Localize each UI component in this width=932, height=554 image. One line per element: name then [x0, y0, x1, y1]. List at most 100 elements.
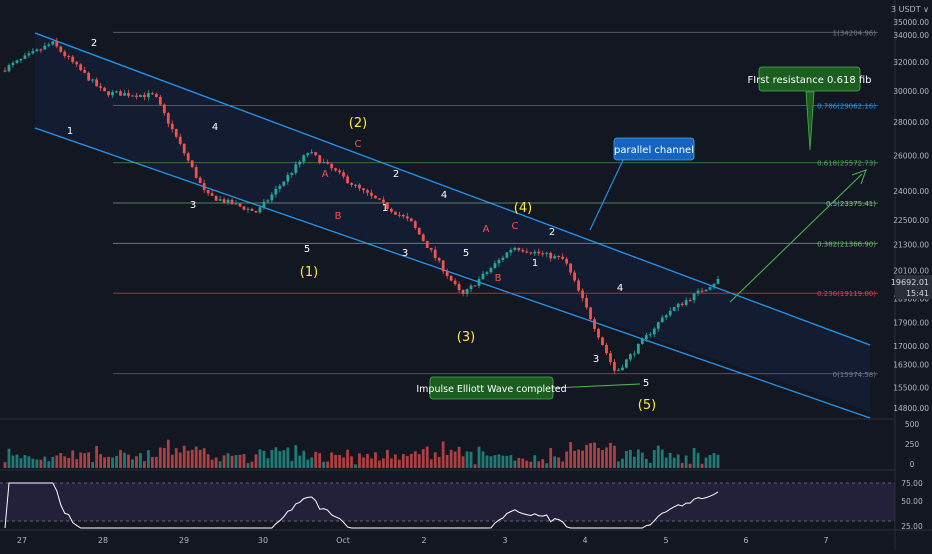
volume-bar [290, 460, 294, 468]
candle-body [501, 257, 505, 260]
volume-bar [429, 459, 433, 468]
volume-bar [182, 445, 186, 468]
candle-body [378, 198, 381, 200]
candle-body [158, 96, 162, 105]
volume-bar [557, 457, 561, 468]
callout-first-resistance[interactable]: FIrst resistance 0.618 fib [747, 66, 872, 92]
volume-bar [704, 457, 708, 468]
parallel-channel-pointer [589, 159, 624, 231]
volume-tick-label: 0 [910, 460, 915, 469]
volume-bar [3, 462, 7, 468]
volume-bar [521, 458, 525, 468]
volume-bar [306, 459, 310, 468]
callout-impulse-text: Impulse Elliott Wave completed [416, 384, 566, 395]
candle-body [234, 203, 238, 205]
wave-label-minor: 4 [212, 122, 218, 133]
volume-bar [561, 461, 565, 468]
candle-body [605, 345, 608, 354]
price-tick-label: 16300.00 [893, 361, 929, 370]
callout-impulse[interactable]: Impulse Elliott Wave completed [416, 376, 567, 400]
volume-bar [656, 445, 660, 468]
volume-bar [19, 458, 23, 468]
volume-bar [374, 452, 377, 468]
callout-parallel-channel[interactable]: parallel channel [613, 137, 695, 161]
volume-bar [71, 450, 75, 468]
time-axis[interactable]: 27 28 29 30 Oct 2 3 4 5 6 7 [17, 536, 829, 545]
wave-label-minor: 5 [643, 378, 649, 389]
volume-bar [700, 463, 704, 468]
volume-bar [294, 445, 298, 468]
volume-bar [190, 449, 194, 468]
wave-label-major: (3) [457, 330, 475, 345]
candle-body [561, 256, 565, 259]
volume-bar [525, 460, 529, 468]
volume-bar [51, 456, 55, 468]
volume-bar [143, 461, 146, 468]
volume-bar [350, 456, 353, 468]
wave-label-major: (1) [300, 265, 318, 280]
currency-label[interactable]: 3 USDT ∨ [891, 5, 929, 14]
volume-bar [226, 453, 230, 468]
volume-bar [258, 449, 262, 468]
candle-body [417, 227, 421, 235]
candle-body [194, 167, 198, 178]
candle-body [354, 184, 357, 186]
volume-bar [581, 450, 584, 468]
candle-body [617, 370, 620, 372]
volume-bar [318, 453, 322, 468]
last-price-tag[interactable]: 19692.01 15:41 [891, 275, 932, 299]
candle-body [146, 93, 150, 98]
callout-parallel-channel-box [613, 137, 695, 161]
volume-bar [146, 450, 150, 468]
candle-body [178, 136, 182, 144]
candle-body [509, 249, 513, 253]
candle-body [513, 247, 517, 250]
candle-body [366, 190, 369, 193]
volume-bar [489, 456, 493, 468]
volume-bar [131, 459, 134, 468]
volume-bar [441, 441, 445, 468]
wave-label-abc: C [512, 221, 519, 232]
candle-body [493, 263, 497, 269]
volume-bar [75, 459, 79, 468]
price-tick-label: 15500.00 [893, 383, 929, 392]
wave-label-minor: 1 [532, 258, 538, 269]
volume-bar [87, 452, 91, 468]
volume-bar [194, 446, 198, 468]
volume-bar [469, 451, 473, 468]
volume-bar [382, 458, 385, 468]
fib-retracement[interactable]: 1(34204.96) 0.786(29062.16) 0.618(25572.73… [113, 29, 878, 379]
rsi-tick-label: 25.00 [901, 522, 923, 531]
volume-bar [139, 453, 142, 468]
projection-arrow[interactable] [729, 169, 867, 303]
volume-bar [601, 450, 604, 468]
time-tick-label: 7 [823, 536, 828, 545]
candle-body [127, 93, 130, 96]
candle-body [648, 334, 652, 336]
volume-bar [178, 452, 182, 468]
candle-body [87, 72, 91, 81]
price-tick-label: 30000.00 [893, 87, 929, 96]
candle-body [624, 359, 628, 368]
candle-body [274, 188, 278, 195]
volume-bar [517, 457, 521, 468]
wave-label-minor: 3 [593, 354, 599, 365]
volume-bar [405, 456, 409, 468]
volume-bar [358, 453, 361, 468]
volume-bar [378, 460, 381, 468]
volume-bar [7, 448, 11, 468]
candle-body [226, 199, 230, 203]
volume-bar [166, 439, 170, 468]
candle-body [425, 240, 429, 248]
volume-bar [234, 455, 238, 468]
candle-body [135, 95, 138, 97]
price-tick-label: 22500.00 [893, 216, 929, 225]
candle-body [696, 290, 700, 294]
candle-body [609, 353, 612, 363]
candle-body [370, 192, 373, 196]
volume-bar [15, 454, 19, 468]
volume-bar [545, 463, 549, 468]
volume-bar [298, 455, 302, 468]
volume-bar [668, 452, 672, 468]
channel-lower-line[interactable] [34, 127, 871, 419]
